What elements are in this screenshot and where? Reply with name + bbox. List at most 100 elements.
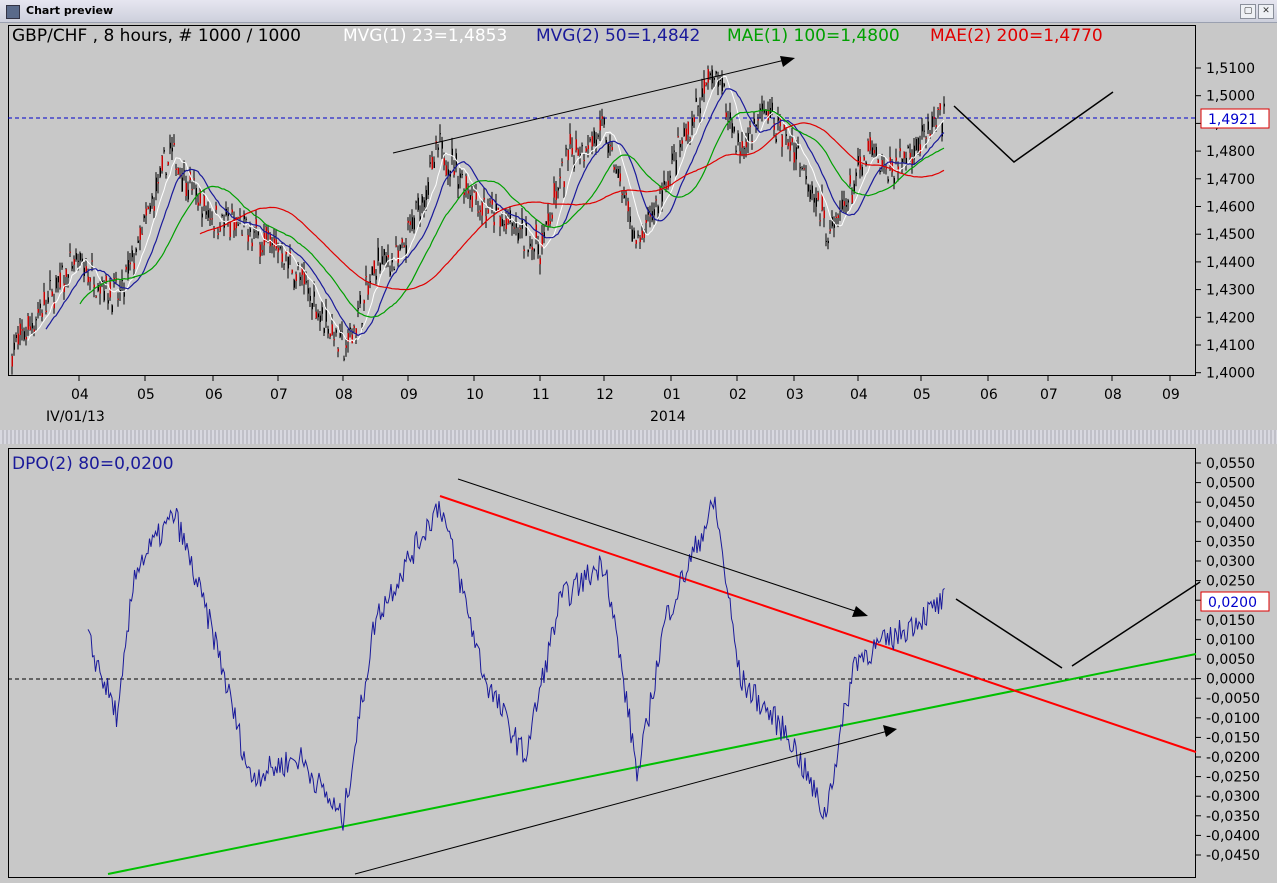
candle-body [587,145,589,150]
candle-body [459,173,461,178]
candle-body [881,160,883,168]
candle-body [139,227,141,240]
candle-body [469,195,471,200]
candle-body [329,333,331,337]
candle-body [261,250,263,253]
candle-body [169,142,171,149]
candle-body [243,213,245,220]
candle-body [613,166,615,170]
candle-body [929,133,931,137]
candle-body [785,134,787,137]
candle-body [761,103,763,112]
candle-body [559,176,561,179]
forecast-up-line [1071,581,1201,667]
candle-body [811,185,813,194]
mvg2-line [45,88,945,337]
dpo-y-tick-label: -0,0300 [1206,789,1260,805]
candle-body [91,260,93,262]
candle-body [583,159,585,162]
candle-body [501,218,503,227]
candle-body [771,102,773,114]
candle-body [379,263,381,271]
candle-body [87,276,89,283]
candle-body [405,245,407,254]
title-bar[interactable]: Chart preview ▢ ✕ [0,0,1277,23]
candle-body [37,308,39,313]
candle-body [155,177,157,192]
candle-body [843,201,845,206]
candle-body [741,141,743,148]
candle-body [931,116,933,128]
candle-body [603,118,605,125]
candle-body [191,189,193,191]
price-y-tick-label: 1,4100 [1206,338,1255,354]
candle-body [213,229,215,232]
candle-body [769,107,771,118]
candle-body [105,275,107,283]
candle-body [75,253,77,260]
candle-body [295,274,297,281]
price-pane[interactable] [8,25,1196,376]
candle-body [267,230,269,234]
candle-body [253,231,255,233]
candle-body [119,289,121,292]
candle-body [773,123,775,130]
price-y-tick-label: 1,4500 [1206,227,1255,243]
candle-body [311,303,313,310]
candle-body [601,116,603,119]
candle-body [349,327,351,330]
candle-body [453,171,455,175]
oscillator-pane[interactable] [8,448,1196,878]
candle-body [167,161,169,165]
candle-body [903,151,905,159]
candle-body [777,117,779,121]
candle-body [95,296,97,298]
candle-body [285,250,287,255]
candle-body [815,197,817,207]
price-y-tick-label: 1,4600 [1206,200,1255,216]
candle-body [393,269,395,271]
dpo-y-tick-label: 0,0300 [1206,554,1255,570]
candle-body [697,105,699,107]
candle-body [731,123,733,133]
price-y-tick-label: 1,5100 [1206,61,1255,77]
candle-body [545,221,547,225]
dpo-y-tick-label: 0,0450 [1206,495,1255,511]
candle-body [557,187,559,191]
candle-body [467,190,469,194]
candle-body [517,232,519,241]
candle-body [779,117,781,127]
candle-body [481,202,483,216]
candle-body [645,220,647,223]
candle-body [627,201,629,212]
minimize-button[interactable]: ▢ [1240,4,1256,19]
candle-body [171,147,173,152]
candle-body [233,220,235,231]
candle-body [327,328,329,334]
candle-body [781,135,783,147]
candle-body [161,155,163,171]
candle-body [125,266,127,270]
pane-splitter[interactable] [0,430,1277,444]
price-x-tick-label: 08 [1104,387,1122,403]
candle-body [745,141,747,148]
candle-body [399,244,401,250]
candle-body [103,290,105,301]
candle-body [397,250,399,263]
candle-body [83,267,85,276]
candle-body [163,150,165,152]
candle-body [19,323,21,336]
candle-body [477,211,479,213]
candle-body [739,151,741,156]
symbol-label: GBP/CHF , 8 hours, # 1000 / 1000 [12,26,301,46]
candle-body [391,259,393,263]
last-price-label: 1,4921 [1208,112,1257,128]
candle-body [387,255,389,258]
candle-body [579,154,581,157]
candle-body [301,267,303,275]
close-button[interactable]: ✕ [1258,4,1274,19]
candle-body [715,71,717,74]
candle-body [611,147,613,150]
candle-body [343,358,345,360]
candle-body [575,139,577,151]
